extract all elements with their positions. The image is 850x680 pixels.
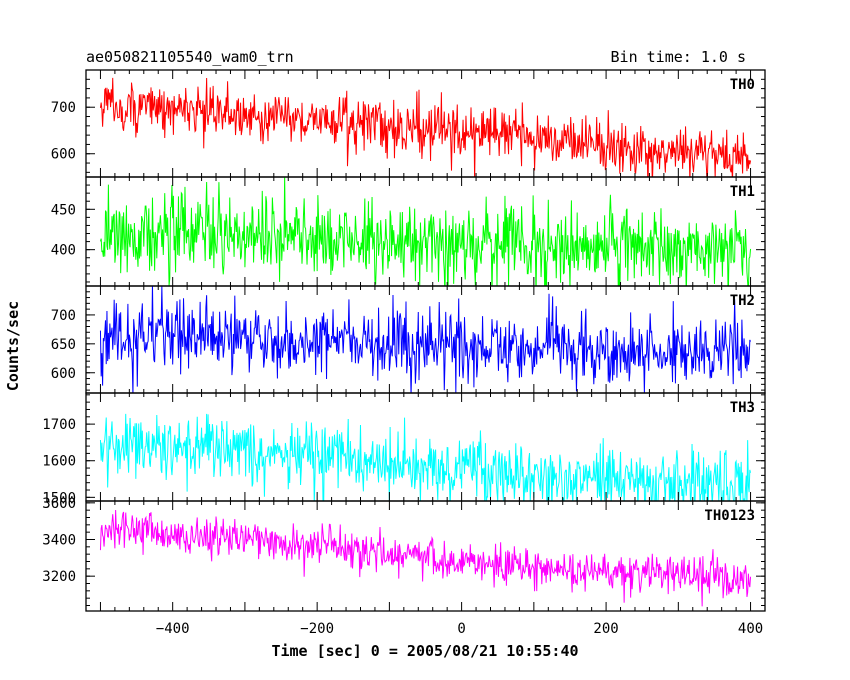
series-line-th1 (99, 177, 752, 286)
y-tick-label: 700 (51, 308, 76, 324)
y-tick-label: 1600 (42, 454, 76, 470)
panel-label-th2: TH2 (730, 293, 755, 309)
bin-time-label: Bin time: 1.0 s (611, 48, 746, 66)
panel-th3: 1500 1600 1700 TH3 (42, 392, 766, 506)
y-tick-label: 1500 (42, 490, 76, 506)
y-tick-label: 650 (51, 337, 76, 353)
series-line-th0123 (99, 510, 752, 607)
panel-label-th0123: TH0123 (704, 508, 755, 524)
x-tick-label: 0 (457, 621, 465, 637)
y-tick-label: 3600 (42, 496, 76, 512)
panel-th2: 600 650 700 TH2 (51, 285, 766, 394)
y-tick-label: 3400 (42, 533, 76, 549)
panel-th0123: 3200 3400 3600 TH0123 (42, 496, 766, 612)
x-tick-label: 200 (593, 621, 618, 637)
x-tick-label: −200 (300, 621, 334, 637)
y-tick-label: 3200 (42, 569, 76, 585)
x-tick-label: −400 (156, 621, 190, 637)
x-axis-title: Time [sec] 0 = 2005/08/21 10:55:40 (271, 642, 578, 660)
chart-title: ae050821105540_wam0_trn (86, 48, 294, 66)
series-line-th3 (99, 413, 752, 501)
y-tick-label: 1700 (42, 417, 76, 433)
y-tick-label: 700 (51, 100, 76, 116)
y-tick-label: 600 (51, 366, 76, 382)
series-line-th0 (99, 77, 752, 177)
series-line-th2 (99, 286, 752, 393)
x-tick-label: 400 (738, 621, 763, 637)
y-tick-label: 600 (51, 147, 76, 163)
y-axis-title: Counts/sec (4, 301, 22, 391)
panel-label-th3: TH3 (730, 400, 755, 416)
panel-frame (85, 500, 766, 612)
y-tick-label: 450 (51, 202, 76, 218)
y-tick-label: 400 (51, 243, 76, 259)
panels-layer: 600 700 TH0 400 450 TH1 600 650 700 TH2 1500 1600 17… (42, 69, 766, 612)
panel-label-th0: TH0 (730, 77, 755, 93)
x-axis: −400 −200 0 200 400 (156, 621, 763, 637)
panel-label-th1: TH1 (730, 184, 755, 200)
